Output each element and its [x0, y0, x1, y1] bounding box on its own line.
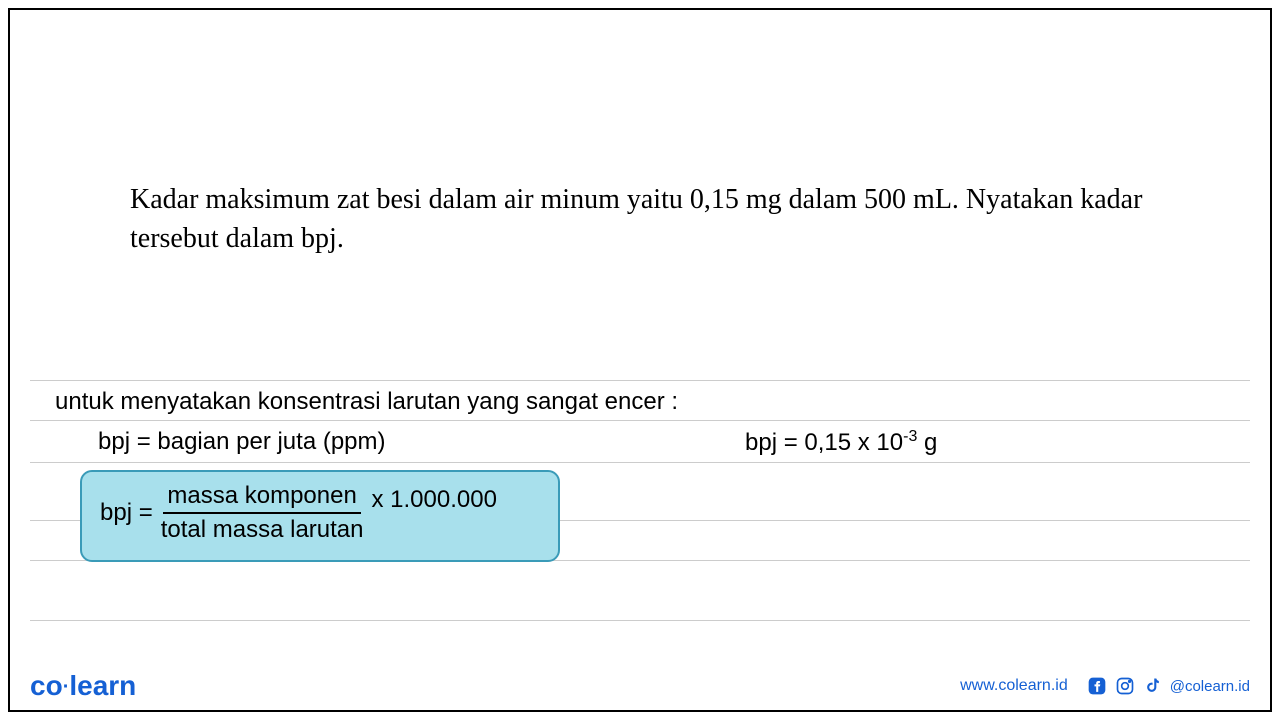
formula-multiplier: x 1.000.000	[372, 486, 497, 514]
ruled-line	[30, 380, 1250, 381]
footer-right: www.colearn.id @colearn.id	[960, 675, 1250, 697]
ruled-line	[30, 462, 1250, 463]
page-border	[8, 8, 1272, 712]
facebook-icon	[1086, 675, 1108, 697]
footer: co·learn www.colearn.id @colearn.id	[30, 670, 1250, 702]
instagram-icon	[1114, 675, 1136, 697]
formula-denominator: total massa larutan	[161, 514, 364, 544]
brand-logo: co·learn	[30, 670, 136, 702]
bpj-definition: bpj = bagian per juta (ppm)	[98, 428, 386, 456]
bpj-value: bpj = 0,15 x 10-3 g	[745, 428, 937, 457]
logo-co: co	[30, 670, 63, 701]
website-url: www.colearn.id	[960, 677, 1068, 695]
social-container: @colearn.id	[1086, 675, 1250, 697]
ruled-line	[30, 420, 1250, 421]
social-handle: @colearn.id	[1170, 678, 1250, 695]
value-unit: g	[917, 429, 937, 456]
formula-content: bpj = massa komponen total massa larutan…	[100, 482, 540, 544]
question-text: Kadar maksimum zat besi dalam air minum …	[130, 180, 1150, 258]
formula-lhs: bpj =	[100, 499, 153, 527]
formula-box: bpj = massa komponen total massa larutan…	[80, 470, 560, 562]
formula-numerator: massa komponen	[163, 482, 360, 514]
value-exponent: -3	[903, 428, 917, 445]
logo-learn: learn	[69, 670, 136, 701]
ruled-line	[30, 620, 1250, 621]
explanation-intro: untuk menyatakan konsentrasi larutan yan…	[55, 388, 678, 416]
tiktok-icon	[1142, 675, 1164, 697]
value-prefix: bpj = 0,15 x 10	[745, 429, 903, 456]
formula-fraction: massa komponen total massa larutan	[161, 482, 364, 544]
